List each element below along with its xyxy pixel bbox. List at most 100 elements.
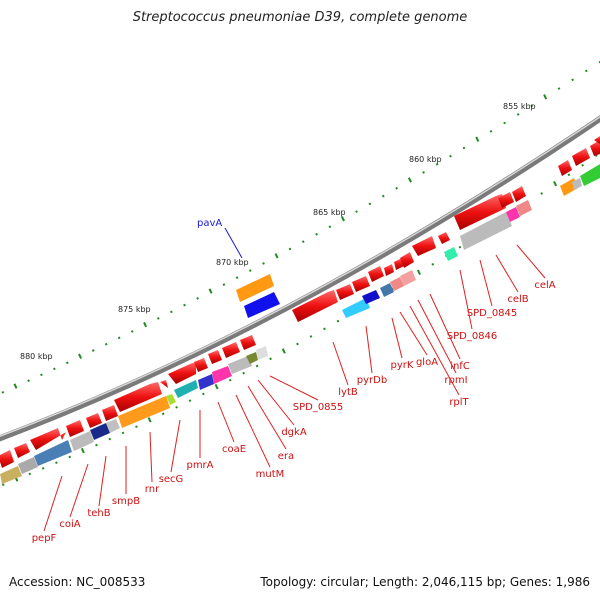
gene-leader-line <box>170 419 181 473</box>
tick-mark <box>161 412 165 416</box>
tick-mark <box>1 483 5 487</box>
gene-arrow <box>208 350 222 364</box>
tick-mark <box>584 69 588 73</box>
tick-mark <box>78 353 82 359</box>
gene-arrow <box>160 380 168 388</box>
gene-label-pepf: pepF <box>32 533 57 544</box>
gene-label-spd_0845: SPD_0845 <box>467 308 518 319</box>
gene-leader-line <box>391 317 403 359</box>
tick-mark <box>117 336 121 340</box>
gene-arrow <box>590 140 600 156</box>
gene-arrow <box>102 405 118 421</box>
gene-label-tehb: tehB <box>87 508 110 519</box>
tick-mark <box>68 455 72 459</box>
tick-mark <box>281 348 286 354</box>
gene-leader-line <box>417 299 457 374</box>
tick-mark <box>121 431 125 435</box>
gene-leader-line <box>247 385 287 450</box>
forward-gene-track <box>0 136 600 468</box>
tick-mark <box>540 192 543 195</box>
scale-label-875: 875 kbp <box>118 305 151 314</box>
gene-leader-line <box>409 305 460 396</box>
gene-leader-line <box>495 254 519 293</box>
tick-mark <box>475 136 480 142</box>
gene-arrow <box>66 420 84 437</box>
tick-mark <box>214 383 219 390</box>
gene-leader-line <box>479 259 493 307</box>
gene-arrow <box>194 358 208 372</box>
gene-arrow <box>400 252 414 268</box>
gene-arrow <box>352 276 370 292</box>
gene-label-spd_0846: SPD_0846 <box>447 331 498 342</box>
tick-mark <box>571 78 574 82</box>
annotation-track <box>0 164 600 484</box>
tick-mark <box>170 310 173 314</box>
gene-label-pmra: pmrA <box>186 460 213 471</box>
tick-mark <box>557 87 561 90</box>
gene-arrow <box>168 362 196 384</box>
gene-label-pyrk: pyrK <box>391 360 414 371</box>
scale-label-870: 870 kbp <box>216 258 249 267</box>
tick-mark <box>553 181 558 187</box>
scale-label-860: 860 kbp <box>409 155 442 164</box>
tick-mark <box>208 288 213 294</box>
tick-mark <box>108 437 112 441</box>
gene-arrow <box>222 342 240 358</box>
gene-label-mutm: mutM <box>256 469 285 480</box>
tick-mark <box>395 186 399 190</box>
gene-label-infc: infC <box>450 361 470 372</box>
tick-mark <box>435 162 439 166</box>
tick-mark <box>530 104 534 108</box>
tick-mark <box>315 232 318 236</box>
tick-mark <box>242 371 245 375</box>
gene-label-era: era <box>278 451 294 462</box>
tick-mark <box>222 283 226 286</box>
tick-mark <box>1 390 5 394</box>
tick-mark <box>336 319 340 323</box>
gene-arrow <box>384 264 394 276</box>
gene-label-coia: coiA <box>59 519 80 530</box>
gene-leader-line <box>69 463 89 518</box>
tick-mark <box>581 163 584 167</box>
tick-mark <box>328 225 332 229</box>
tick-mark <box>543 94 548 100</box>
pavA-leader-line <box>224 227 243 259</box>
tick-mark <box>196 297 199 300</box>
gene-arrow <box>454 194 506 230</box>
tick-mark <box>503 121 506 125</box>
gene-arrow <box>512 186 526 202</box>
tick-mark <box>183 303 186 307</box>
gene-label-rplt: rplT <box>449 397 469 408</box>
tick-mark <box>449 154 452 158</box>
tick-mark <box>157 317 160 320</box>
gene-leader-line <box>257 379 295 426</box>
gene-label-pyrdb: pyrDb <box>357 375 387 386</box>
tick-mark <box>301 240 305 243</box>
tick-mark <box>262 262 265 265</box>
gene-label-lytb: lytB <box>338 387 358 398</box>
gene-label-cela: celA <box>534 280 555 291</box>
gene-arrow <box>30 428 66 450</box>
scale-label-865: 865 kbp <box>313 208 346 217</box>
gene-label-smpb: smpB <box>112 496 140 507</box>
tick-mark <box>381 194 385 198</box>
gene-leader-line <box>98 455 107 507</box>
tick-mark <box>13 383 18 389</box>
topology-text: Topology: circular; Length: 2,046,115 bp… <box>260 575 590 589</box>
tick-mark <box>135 425 138 428</box>
gene-leader-line <box>149 431 153 483</box>
map-title: Streptococcus pneumoniae D39, complete g… <box>132 10 468 25</box>
tick-mark <box>104 342 108 346</box>
gene-arrow <box>86 413 102 428</box>
tick-mark <box>417 269 421 275</box>
tick-mark <box>53 367 56 371</box>
gene-arrow <box>114 382 162 412</box>
gene-leader-line <box>269 375 319 401</box>
tick-mark <box>235 276 239 279</box>
tick-mark <box>255 364 259 368</box>
tick-mark <box>458 245 462 249</box>
tick-mark <box>228 378 232 382</box>
tick-mark <box>296 342 299 346</box>
accession-text: Accession: NC_008533 <box>9 575 146 589</box>
